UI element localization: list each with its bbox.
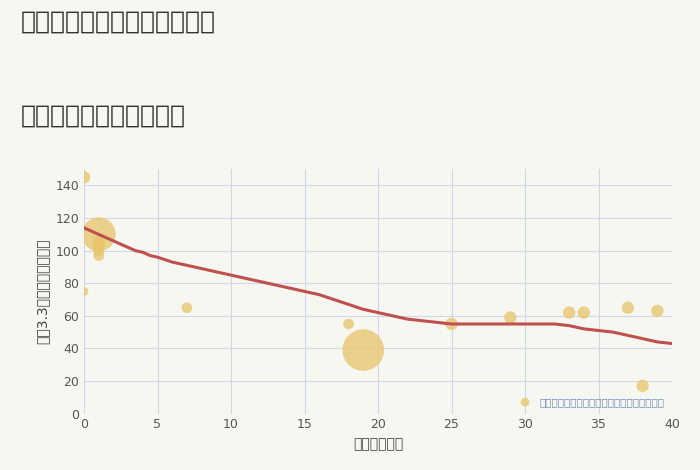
- Text: 築年数別中古戸建て価格: 築年数別中古戸建て価格: [21, 103, 186, 127]
- Point: [358, 346, 369, 354]
- Text: 愛知県名古屋市守山区町南の: 愛知県名古屋市守山区町南の: [21, 9, 216, 33]
- Point: [93, 247, 104, 254]
- Point: [578, 309, 589, 316]
- Point: [652, 307, 663, 315]
- Point: [637, 382, 648, 390]
- Point: [93, 242, 104, 250]
- Point: [78, 288, 90, 295]
- Point: [93, 239, 104, 246]
- Text: 円の大きさは、取引のあった物件面積を示す: 円の大きさは、取引のあった物件面積を示す: [540, 397, 665, 407]
- Point: [564, 309, 575, 316]
- Point: [505, 313, 516, 321]
- Point: [78, 173, 90, 181]
- Point: [181, 304, 193, 312]
- Point: [343, 320, 354, 328]
- X-axis label: 築年数（年）: 築年数（年）: [353, 437, 403, 451]
- Point: [519, 399, 531, 406]
- Point: [93, 252, 104, 259]
- Point: [622, 304, 634, 312]
- Point: [446, 320, 457, 328]
- Y-axis label: 坪（3.3㎡）単価（万円）: 坪（3.3㎡）単価（万円）: [36, 239, 50, 344]
- Point: [93, 231, 104, 238]
